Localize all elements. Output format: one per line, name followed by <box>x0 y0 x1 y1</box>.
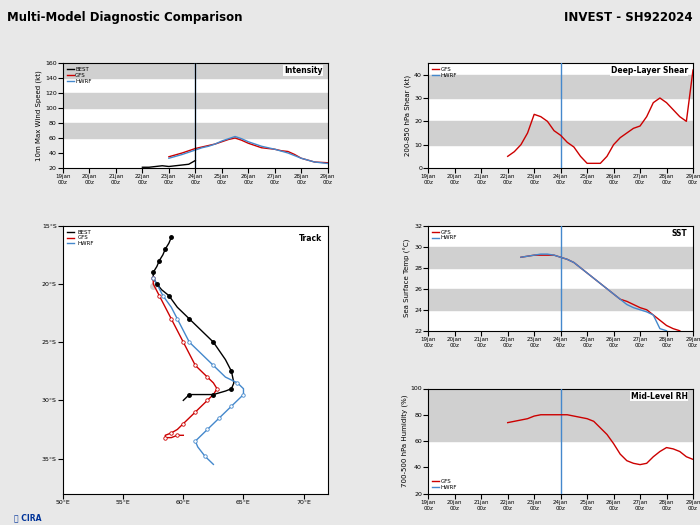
Text: Deep-Layer Shear: Deep-Layer Shear <box>610 66 687 75</box>
Y-axis label: 200-850 hPa Shear (kt): 200-850 hPa Shear (kt) <box>405 75 412 156</box>
Bar <box>428 75 693 98</box>
Legend: GFS, HWRF: GFS, HWRF <box>431 228 458 242</box>
Bar <box>63 93 328 108</box>
Legend: BEST, GFS, HWRF: BEST, GFS, HWRF <box>66 228 96 247</box>
Bar <box>428 121 693 145</box>
Bar <box>428 289 693 310</box>
Bar <box>428 415 693 441</box>
Legend: GFS, HWRF: GFS, HWRF <box>431 66 458 79</box>
Text: ⦿ CIRA: ⦿ CIRA <box>14 513 41 522</box>
Text: Mid-Level RH: Mid-Level RH <box>631 392 687 401</box>
Bar <box>63 63 328 78</box>
Legend: GFS, HWRF: GFS, HWRF <box>431 478 458 491</box>
Bar <box>63 123 328 138</box>
Text: Intensity: Intensity <box>284 66 323 75</box>
Legend: BEST, GFS, HWRF: BEST, GFS, HWRF <box>66 66 93 85</box>
Text: Multi-Model Diagnostic Comparison: Multi-Model Diagnostic Comparison <box>7 10 242 24</box>
Y-axis label: Sea Surface Temp (°C): Sea Surface Temp (°C) <box>404 239 412 318</box>
Text: Track: Track <box>299 234 323 243</box>
Y-axis label: 10m Max Wind Speed (kt): 10m Max Wind Speed (kt) <box>36 70 42 161</box>
Text: INVEST - SH922024: INVEST - SH922024 <box>564 10 693 24</box>
Text: SST: SST <box>672 229 687 238</box>
Bar <box>428 388 693 415</box>
Bar <box>428 247 693 268</box>
Y-axis label: 700-500 hPa Humidity (%): 700-500 hPa Humidity (%) <box>401 395 407 487</box>
